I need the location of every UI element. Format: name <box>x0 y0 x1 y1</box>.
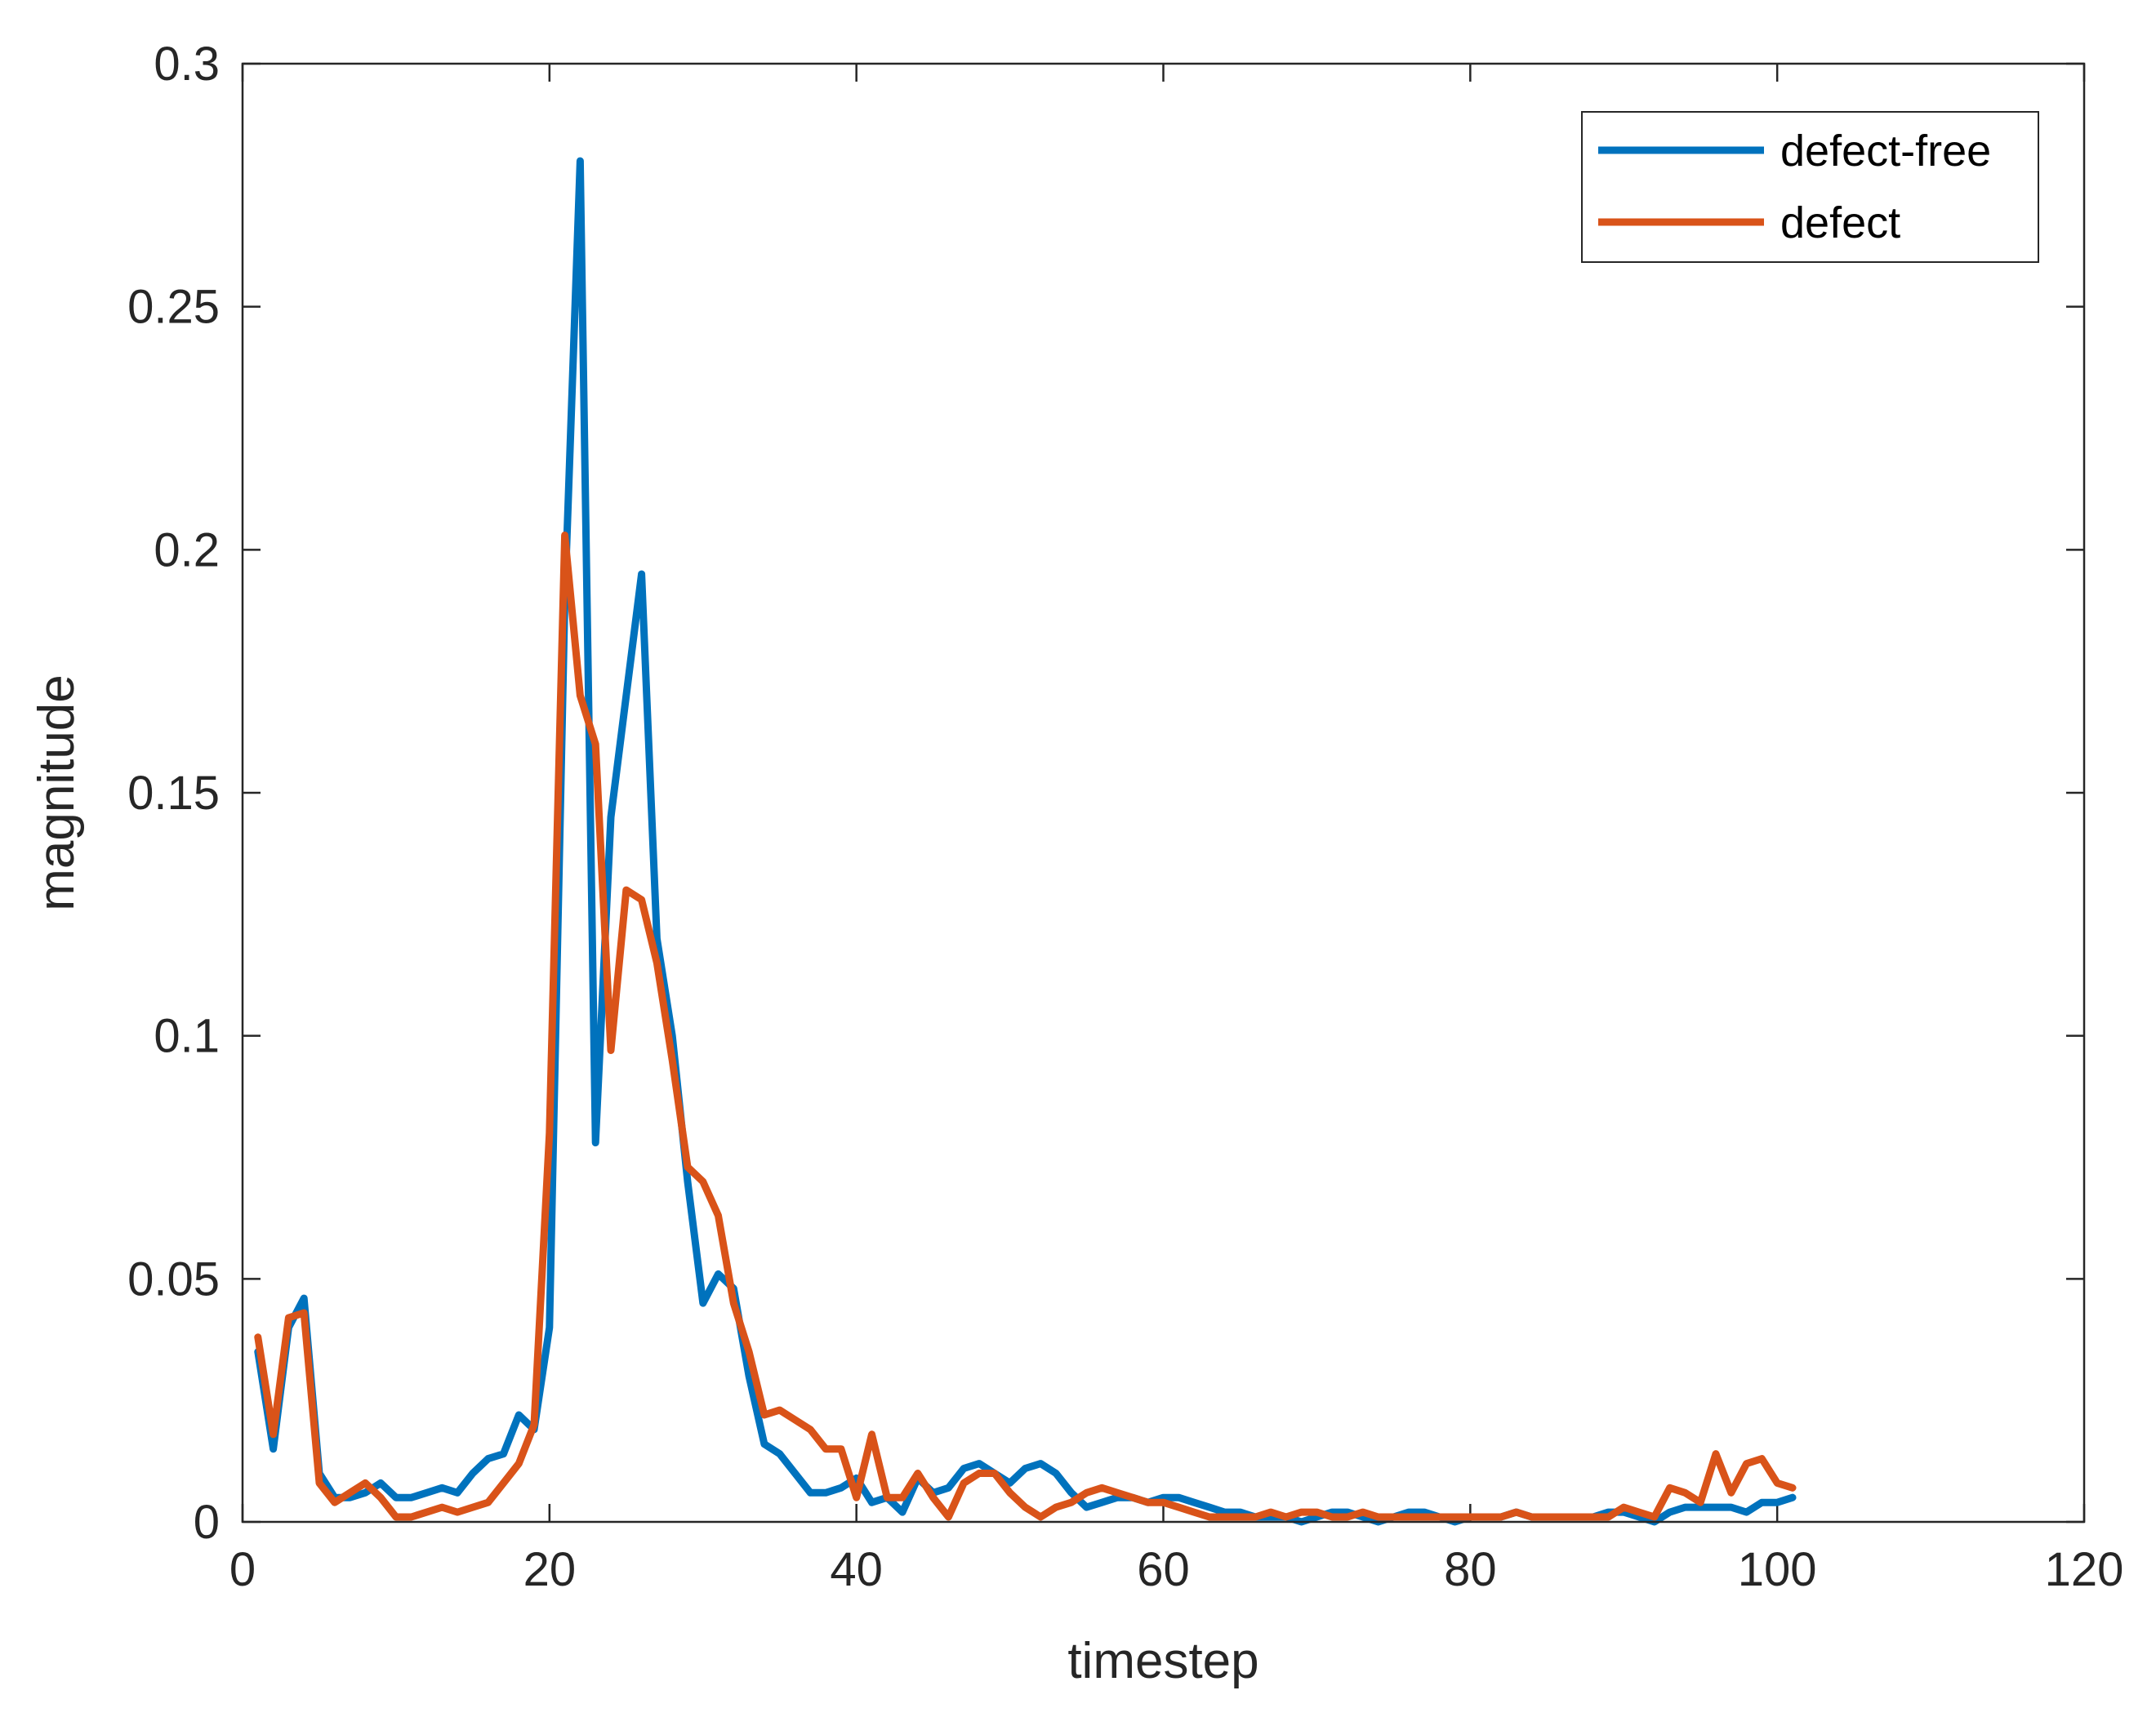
data-series <box>254 157 1797 1526</box>
series-line-defect <box>254 532 1797 1521</box>
x-tick-label: 40 <box>830 1543 883 1596</box>
y-tick-label: 0.15 <box>127 767 220 820</box>
x-tick-label: 80 <box>1444 1543 1497 1596</box>
legend: defect-free defect <box>1581 111 2039 263</box>
x-axis-label: timestep <box>1067 1633 1258 1689</box>
legend-label-defect: defect <box>1780 198 1900 247</box>
y-tick-label: 0.25 <box>127 281 220 334</box>
y-tick-label: 0.05 <box>127 1252 220 1306</box>
legend-label-defect-free: defect-free <box>1780 127 1991 176</box>
x-tick-label: 0 <box>229 1543 256 1596</box>
x-tick-label: 20 <box>523 1543 577 1596</box>
y-tick-label: 0.3 <box>154 38 220 91</box>
y-axis-label: magnitude <box>29 674 85 911</box>
plot-area <box>243 64 2084 1522</box>
y-tick-label: 0 <box>194 1496 220 1549</box>
y-tick-label: 0.1 <box>154 1010 220 1063</box>
axes-box <box>241 62 2086 1524</box>
y-tick-label: 0.2 <box>154 523 220 576</box>
x-tick-label: 60 <box>1137 1543 1190 1596</box>
x-tick-label: 100 <box>1738 1543 1817 1596</box>
x-tick-label: 120 <box>2045 1543 2124 1596</box>
tick-labels: 0 20 40 60 80 100 120 0 0.05 0.1 0.15 0.2 0.25 0.3 <box>127 38 2123 1596</box>
legend-box <box>1581 111 2039 263</box>
